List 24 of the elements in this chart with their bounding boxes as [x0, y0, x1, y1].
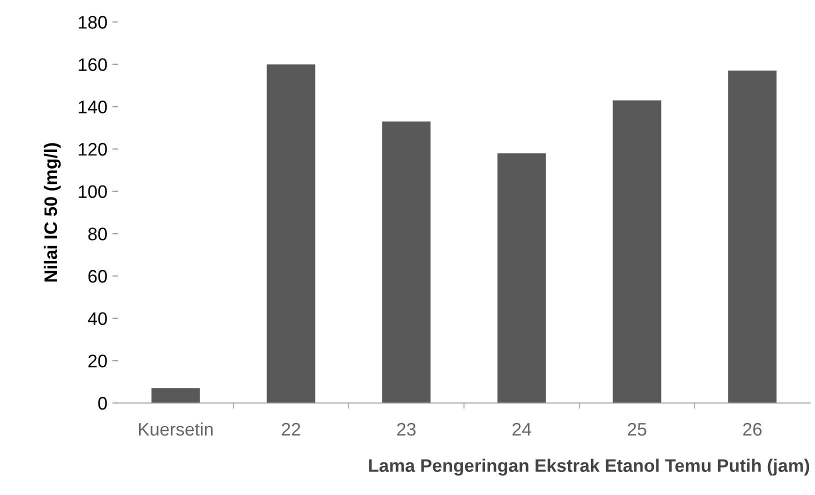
- y-tick-label: 100: [78, 185, 107, 198]
- bar: [151, 388, 200, 403]
- y-tick-label: 180: [78, 16, 107, 29]
- y-tick-label: 60: [88, 270, 107, 283]
- x-axis-title: Lama Pengeringan Ekstrak Etanol Temu Putih (jam): [369, 458, 810, 476]
- y-tick-label: 20: [88, 354, 107, 368]
- x-tick-label: 25: [628, 422, 646, 436]
- y-tick-label: 120: [78, 142, 107, 156]
- y-tick-label: 160: [78, 58, 107, 72]
- bar: [612, 100, 662, 403]
- x-tick-label: 23: [397, 422, 416, 436]
- y-tick-label: 0: [98, 396, 107, 410]
- y-tick-label: 80: [88, 228, 107, 240]
- bar: [382, 121, 431, 403]
- y-axis-title: Nilai IC 50 (mg/l): [44, 143, 61, 282]
- bar: [728, 70, 777, 403]
- y-tick-label: 40: [88, 312, 107, 326]
- bar: [497, 153, 546, 403]
- x-tick-label: 26: [743, 422, 762, 436]
- y-tick-label: 140: [78, 100, 107, 114]
- x-tick-label: 22: [282, 422, 300, 436]
- x-tick-label: 24: [512, 422, 532, 436]
- bar: [266, 64, 316, 403]
- x-tick-label: Kuersetin: [139, 422, 213, 436]
